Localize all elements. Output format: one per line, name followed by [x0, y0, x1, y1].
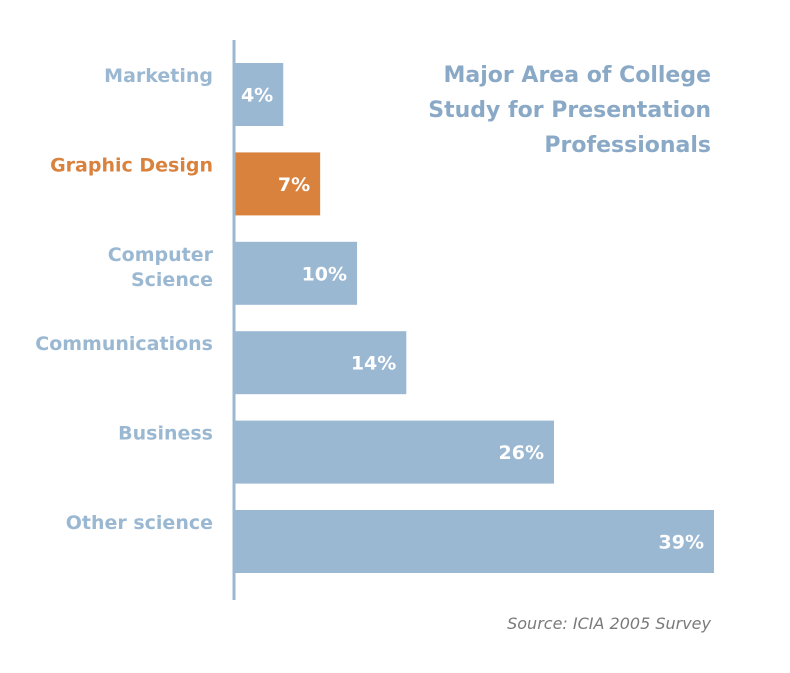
- bar-2: [234, 241, 358, 305]
- value-labels-group: 4% 7% 10% 14% 26% 39%: [241, 85, 704, 554]
- bar-5: [234, 510, 714, 573]
- value-label-1: 7%: [278, 174, 310, 196]
- category-label-3: Communications: [35, 333, 213, 355]
- value-label-4: 26%: [499, 442, 544, 464]
- category-label-1: Graphic Design: [50, 154, 213, 176]
- category-label-2: Computer Science: [108, 244, 214, 291]
- value-label-0: 4%: [241, 85, 273, 107]
- bar-3: [234, 331, 407, 395]
- chart-title: Major Area of College Study for Presentat…: [428, 63, 711, 158]
- category-label-0: Marketing: [104, 65, 213, 87]
- bar-4: [234, 420, 554, 484]
- value-label-5: 39%: [659, 532, 704, 554]
- category-label-5: Other science: [66, 512, 213, 534]
- category-labels-group: Marketing Graphic Design Computer Science Co…: [35, 65, 213, 534]
- bars-group: [234, 63, 714, 573]
- value-label-3: 14%: [351, 353, 396, 375]
- bar-0: [234, 63, 284, 126]
- bar-1: [234, 152, 321, 216]
- source-note: Source: ICIA 2005 Survey: [507, 614, 711, 633]
- category-label-4: Business: [118, 423, 213, 445]
- value-label-2: 10%: [302, 263, 347, 285]
